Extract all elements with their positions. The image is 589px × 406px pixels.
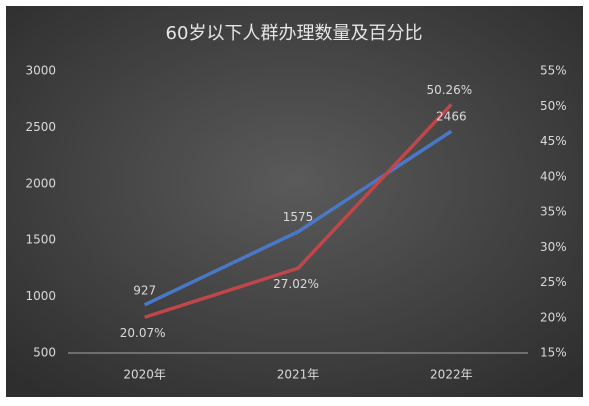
y2-tick-label: 30%	[540, 240, 567, 254]
x-tick-label: 2021年	[277, 368, 320, 382]
y2-tick-label: 20%	[540, 310, 567, 324]
series-line	[143, 129, 453, 307]
data-label: 50.26%	[426, 83, 472, 97]
y-tick-label: 1500	[25, 233, 56, 247]
data-label: 2466	[436, 110, 467, 124]
y-tick-label: 3000	[25, 64, 56, 78]
chart-background	[6, 6, 583, 397]
data-label: 20.07%	[120, 326, 166, 340]
series-line	[144, 103, 453, 319]
y-tick-label: 2500	[25, 120, 56, 134]
y2-tick-label: 40%	[540, 169, 567, 183]
x-tick-label: 2020年	[123, 368, 166, 382]
x-tick-label: 2022年	[430, 368, 473, 382]
y-tick-label: 500	[33, 346, 56, 360]
y-tick-label: 1000	[25, 289, 56, 303]
y2-tick-label: 15%	[540, 346, 567, 360]
y-tick-label: 2000	[25, 176, 56, 190]
y2-tick-label: 25%	[540, 275, 567, 289]
data-label: 1575	[283, 210, 314, 224]
y2-tick-label: 55%	[540, 64, 567, 78]
chart-title: 60岁以下人群办理数量及百分比	[166, 23, 423, 44]
data-label: 927	[133, 283, 156, 297]
data-label: 27.02%	[273, 277, 319, 291]
y2-tick-label: 45%	[540, 134, 567, 148]
y2-tick-label: 50%	[540, 99, 567, 113]
y2-tick-label: 35%	[540, 205, 567, 219]
